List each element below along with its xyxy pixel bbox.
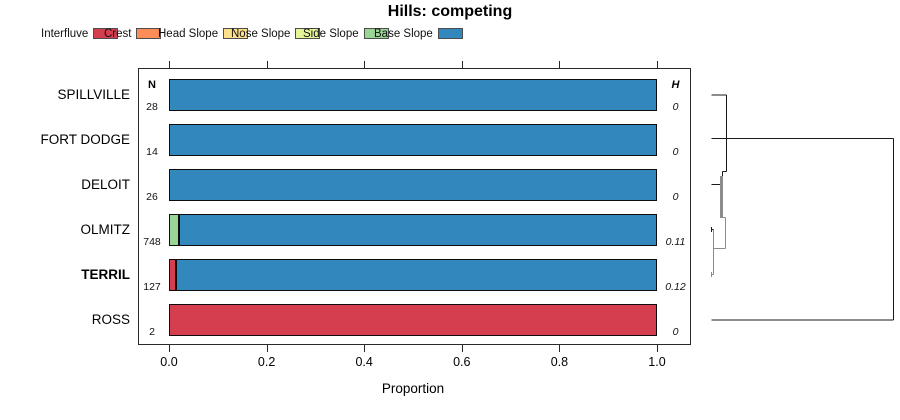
axis-tick-bottom xyxy=(461,345,463,352)
axis-tick-bottom xyxy=(559,345,561,352)
bar xyxy=(169,213,657,246)
h-value: 0.12 xyxy=(665,280,686,293)
row-label: TERRIL xyxy=(81,266,130,282)
axis-tick-label: 0.0 xyxy=(160,355,178,369)
bar xyxy=(169,78,657,111)
n-value: 2 xyxy=(149,325,155,338)
legend-label: Nose Slope xyxy=(231,27,291,40)
bar-segment xyxy=(176,258,657,291)
axis-tick-bottom xyxy=(266,345,268,352)
n-value: 127 xyxy=(143,280,161,293)
axis-tick-label: 0.8 xyxy=(550,355,569,369)
h-column-header: H xyxy=(671,79,680,91)
h-value: 0 xyxy=(672,325,679,338)
n-column-header: N xyxy=(148,79,156,91)
bar-segment xyxy=(169,123,657,156)
legend-item: Side Slope xyxy=(303,26,389,41)
h-value: 0 xyxy=(672,190,679,203)
legend-item: Base Slope xyxy=(374,26,463,41)
bar-segment xyxy=(169,258,177,291)
plot-box xyxy=(138,68,691,345)
x-axis-title: Proportion xyxy=(381,381,445,396)
row-label: SPILLVILLE xyxy=(57,86,130,102)
legend-swatch xyxy=(437,28,463,39)
axis-tick-label: 0.2 xyxy=(257,355,276,369)
row-label: FORT DODGE xyxy=(40,131,130,147)
axis-tick-top xyxy=(461,61,463,68)
bar xyxy=(169,258,657,291)
legend-label: Head Slope xyxy=(158,27,219,40)
bar-segment xyxy=(169,168,657,201)
n-value: 748 xyxy=(143,235,161,248)
legend-label: Crest xyxy=(104,27,132,40)
legend-swatch xyxy=(223,28,249,39)
n-value: 28 xyxy=(146,100,158,113)
legend-item: Head Slope xyxy=(158,26,249,41)
axis-tick-label: 0.4 xyxy=(355,355,373,369)
legend-swatch xyxy=(363,28,389,39)
bar-segment xyxy=(178,213,657,246)
legend-label: Base Slope xyxy=(374,27,433,40)
bar xyxy=(169,168,657,201)
axis-tick-top xyxy=(657,61,658,68)
chart-title: Hills: competing xyxy=(387,3,513,20)
bar xyxy=(169,303,657,336)
h-value: 0 xyxy=(672,145,679,158)
bar-segment xyxy=(169,213,179,246)
axis-tick-bottom xyxy=(169,345,170,352)
axis-tick-label: 0.6 xyxy=(453,355,471,369)
row-label: ROSS xyxy=(91,311,130,327)
row-label: OLMITZ xyxy=(80,221,131,237)
legend-swatch xyxy=(295,28,321,39)
axis-tick-top xyxy=(559,61,561,68)
bar xyxy=(169,123,657,156)
legend-label: Side Slope xyxy=(303,27,359,40)
h-value: 0.11 xyxy=(665,235,686,248)
row-label: DELOIT xyxy=(81,176,130,192)
h-value: 0 xyxy=(672,100,679,113)
legend-item: Crest xyxy=(104,26,162,41)
legend-item: Interfluve xyxy=(41,26,119,41)
axis-tick-bottom xyxy=(657,345,658,352)
legend-swatch xyxy=(136,28,162,39)
legend-swatch xyxy=(93,28,119,39)
n-value: 14 xyxy=(146,145,158,158)
bar-segment xyxy=(169,78,657,111)
axis-tick-top xyxy=(169,61,170,68)
axis-tick-label: 1.0 xyxy=(648,355,666,369)
bar-segment xyxy=(169,303,657,336)
legend-item: Nose Slope xyxy=(231,26,321,41)
axis-tick-top xyxy=(364,61,366,68)
axis-tick-bottom xyxy=(364,345,366,352)
axis-tick-top xyxy=(266,61,268,68)
legend-label: Interfluve xyxy=(41,27,89,40)
n-value: 26 xyxy=(146,190,158,203)
